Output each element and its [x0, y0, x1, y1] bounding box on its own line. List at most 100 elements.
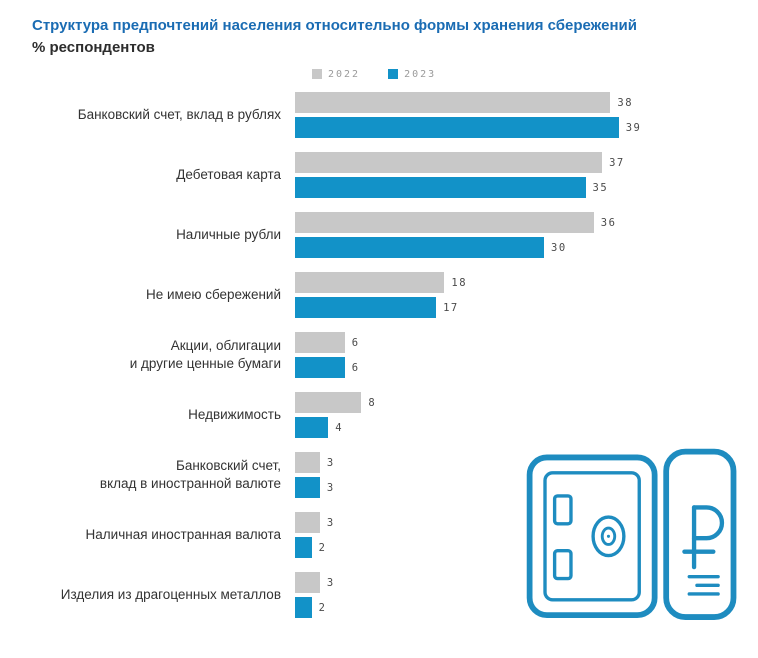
- chart-row: Акции, облигации и другие ценные бумаги 6…: [32, 332, 732, 378]
- bar-2022: [295, 572, 320, 593]
- value-label-2023: 6: [351, 361, 360, 374]
- bar-2022: [295, 152, 603, 173]
- bar-2023: [295, 237, 544, 258]
- bar-2022: [295, 452, 320, 473]
- chart-row: Изделия из драгоценных металлов 3 2: [32, 572, 732, 618]
- legend-label-2023: 2023: [404, 68, 437, 80]
- bar-line-2022: 3: [295, 572, 335, 593]
- value-label-2023: 2: [318, 541, 327, 554]
- value-label-2022: 3: [326, 516, 335, 529]
- bar-2023: [295, 597, 312, 618]
- category-label: Банковский счет, вклад в иностранной вал…: [99, 457, 281, 491]
- bar-group: 37 35: [295, 152, 625, 198]
- bar-2022: [295, 92, 611, 113]
- legend-label-2022: 2022: [328, 68, 361, 80]
- value-label-2022: 3: [326, 576, 335, 589]
- bar-line-2023: 6: [295, 357, 360, 378]
- category-label: Недвижимость: [188, 406, 281, 422]
- chart-title: Структура предпочтений населения относит…: [32, 17, 637, 34]
- value-label-2023: 17: [443, 301, 459, 314]
- chart-row: Наличная иностранная валюта 3 2: [32, 512, 732, 558]
- chart-row: Наличные рубли 36 30: [32, 212, 732, 258]
- bar-line-2023: 17: [295, 297, 467, 318]
- bar-2022: [295, 392, 362, 413]
- safe-dial-inner: [600, 526, 617, 546]
- safe-body: [526, 454, 658, 619]
- safe-dial-outer: [591, 515, 626, 558]
- chart-row: Недвижимость 8 4: [32, 392, 732, 438]
- safe-dial-center: [606, 534, 611, 538]
- value-label-2022: 38: [617, 96, 634, 109]
- bar-2023: [295, 417, 329, 438]
- value-label-2022: 18: [451, 276, 468, 289]
- safe-ruble-icon: [526, 448, 737, 620]
- safe-hinge-top: [552, 494, 573, 526]
- bar-2023: [295, 537, 312, 558]
- bar-line-2022: 36: [295, 212, 616, 233]
- ruble-sign-icon: [682, 505, 725, 570]
- safe-open-door: [663, 448, 737, 620]
- chart-row: Не имею сбережений 18 17: [32, 272, 732, 318]
- bar-line-2023: 4: [295, 417, 376, 438]
- bar-line-2023: 2: [295, 537, 335, 558]
- bar-2022: [295, 212, 594, 233]
- bar-2022: [295, 272, 445, 293]
- value-label-2022: 3: [326, 456, 335, 469]
- bar-line-2023: 35: [295, 177, 625, 198]
- value-label-2022: 36: [600, 216, 617, 229]
- safe-door-frame: [543, 471, 641, 602]
- bar-2023: [295, 477, 320, 498]
- bar-line-2022: 18: [295, 272, 467, 293]
- bar-2023: [295, 117, 619, 138]
- safe-hinge-bottom: [552, 549, 573, 581]
- bar-line-2023: 2: [295, 597, 335, 618]
- bar-2023: [295, 177, 586, 198]
- value-label-2023: 2: [318, 601, 327, 614]
- chart-row: Банковский счет, вклад в иностранной вал…: [32, 452, 732, 498]
- bar-line-2022: 3: [295, 452, 335, 473]
- bar-line-2022: 38: [295, 92, 641, 113]
- bar-2022: [295, 332, 345, 353]
- category-label: Банковский счет, вклад в рублях: [77, 106, 281, 122]
- bar-2023: [295, 297, 437, 318]
- bar-line-2022: 3: [295, 512, 335, 533]
- bar-line-2022: 8: [295, 392, 376, 413]
- value-label-2022: 6: [351, 336, 360, 349]
- category-label: Не имею сбережений: [146, 286, 281, 302]
- legend: 2022 2023: [312, 68, 732, 80]
- chart-rows: Банковский счет, вклад в рублях 38 39 Дебет…: [32, 92, 732, 618]
- legend-swatch-2023: [388, 69, 399, 79]
- category-label: Наличная иностранная валюта: [85, 526, 281, 542]
- legend-item-2022: 2022: [312, 69, 360, 80]
- bar-2023: [295, 357, 345, 378]
- bar-2022: [295, 512, 320, 533]
- bar-group: 38 39: [295, 92, 641, 138]
- category-label: Наличные рубли: [176, 226, 281, 242]
- value-label-2022: 37: [609, 156, 625, 169]
- money-lines-icon: [687, 574, 720, 596]
- category-label: Изделия из драгоценных металлов: [60, 586, 281, 602]
- value-label-2023: 35: [592, 181, 609, 194]
- chart-row: Банковский счет, вклад в рублях 38 39: [32, 92, 732, 138]
- chart-row: Дебетовая карта 37 35: [32, 152, 732, 198]
- value-label-2023: 39: [625, 121, 642, 134]
- bar-line-2022: 6: [295, 332, 360, 353]
- bar-line-2023: 3: [295, 477, 335, 498]
- category-label: Дебетовая карта: [176, 166, 281, 182]
- bar-line-2022: 37: [295, 152, 625, 173]
- bar-line-2023: 30: [295, 237, 616, 258]
- value-label-2022: 8: [368, 396, 377, 409]
- category-label: Акции, облигации и другие ценные бумаги: [129, 337, 281, 371]
- value-label-2023: 30: [551, 241, 567, 254]
- bar-line-2023: 39: [295, 117, 641, 138]
- chart-subtitle: % респондентов: [32, 39, 155, 56]
- legend-item-2023: 2023: [388, 69, 436, 80]
- value-label-2023: 4: [335, 421, 344, 434]
- value-label-2023: 3: [326, 481, 335, 494]
- bar-group: 36 30: [295, 212, 616, 258]
